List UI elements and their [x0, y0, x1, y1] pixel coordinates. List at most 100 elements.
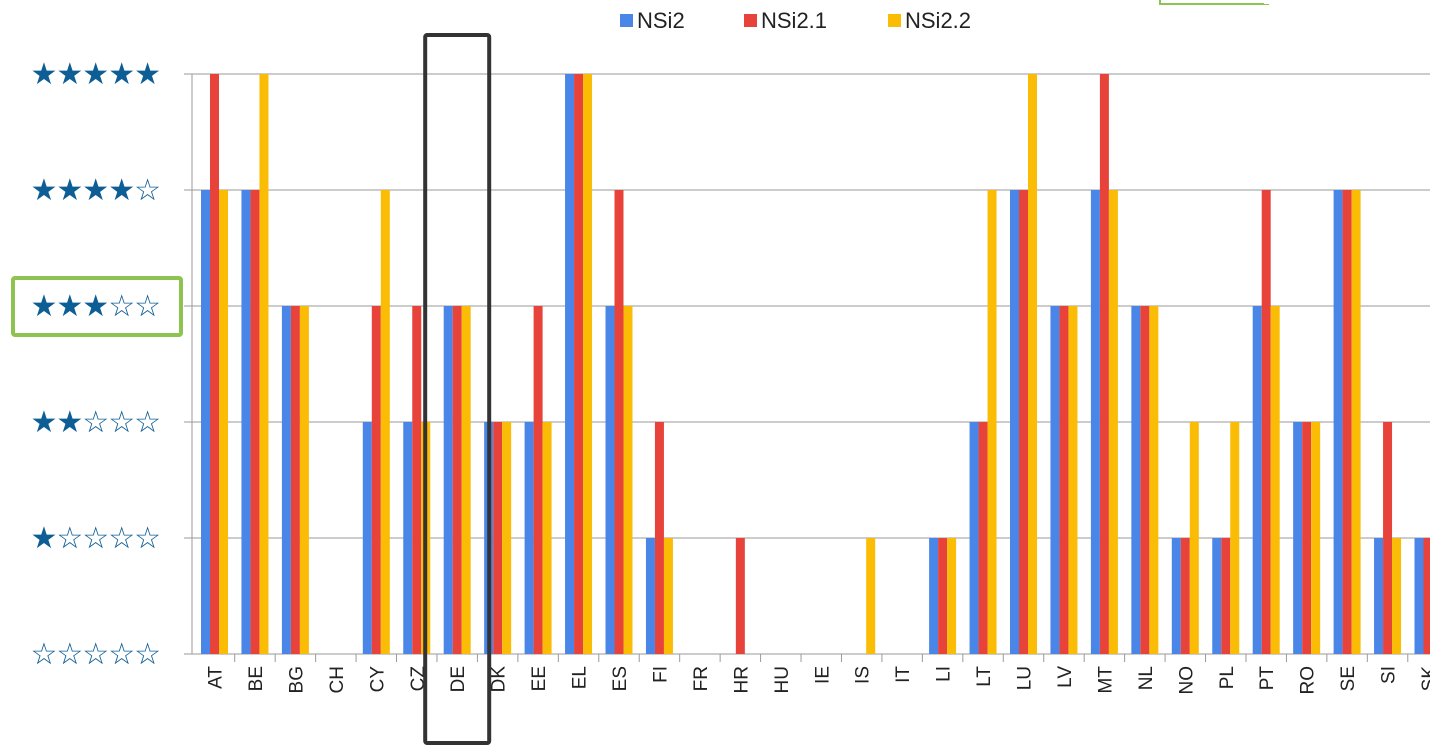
bar-ee-nsi2-1 [533, 306, 543, 654]
bar-de-nsi2-2 [461, 306, 471, 654]
bar-lt-nsi2 [969, 422, 979, 654]
bar-de-nsi2-1 [452, 306, 462, 654]
bar-lv-nsi2-2 [1068, 306, 1078, 654]
y-tick-label-5-stars: ★★★★★ [31, 57, 160, 92]
highlight-box-de [423, 33, 492, 745]
bar-no-nsi2-2 [1189, 422, 1199, 654]
bar-li-nsi2-1 [938, 538, 948, 654]
bar-cz-nsi2-1 [412, 306, 422, 654]
x-tick-label: FR [691, 666, 712, 691]
y-tick-label-1-stars: ★☆☆☆☆ [31, 521, 160, 556]
bar-se-nsi2-1 [1342, 190, 1352, 654]
bar-bg-nsi2-1 [290, 306, 300, 654]
x-tick-label: SI [1379, 666, 1400, 684]
x-tick-label: IE [812, 666, 833, 684]
bar-el-nsi2 [565, 74, 575, 654]
x-tick-label: SK [1419, 666, 1430, 692]
legend-item-nsi2-1: NSi2.1 [744, 8, 827, 33]
bars-layer [201, 74, 1430, 654]
bar-pt-nsi2-2 [1270, 306, 1280, 654]
x-tick-label: EE [529, 666, 550, 691]
legend: NSi2 NSi2.1 NSi2.2 [620, 8, 971, 33]
x-tick-label: AT [206, 666, 227, 689]
x-tick-label: LV [1055, 666, 1076, 688]
x-tick-label: BE [246, 666, 267, 691]
bar-at-nsi2 [201, 190, 210, 654]
bar-nl-nsi2 [1131, 306, 1141, 654]
bar-el-nsi2-2 [583, 74, 593, 654]
bar-pl-nsi2-2 [1230, 422, 1240, 654]
x-tick-label: LT [974, 666, 995, 687]
bar-se-nsi2-2 [1351, 190, 1361, 654]
bar-pt-nsi2-1 [1261, 190, 1271, 654]
legend-item-nsi2-2: NSi2.2 [888, 8, 971, 33]
top-right-fragment [1159, 0, 1430, 5]
x-tick-label: NL [1136, 666, 1157, 690]
bar-is-nsi2-2 [866, 538, 876, 654]
bar-no-nsi2-1 [1180, 538, 1190, 654]
bar-no-nsi2 [1171, 538, 1181, 654]
bar-es-nsi2-1 [614, 190, 624, 654]
bar-es-nsi2 [605, 306, 615, 654]
bar-at-nsi2-1 [210, 74, 219, 654]
x-tick-label: DK [489, 666, 510, 693]
x-tick-label: MT [1095, 666, 1116, 694]
bar-ro-nsi2 [1293, 422, 1303, 654]
bar-bg-nsi2 [281, 306, 291, 654]
bar-lv-nsi2-1 [1059, 306, 1069, 654]
y-tick-label-0-stars: ☆☆☆☆☆ [31, 637, 160, 672]
bar-dk-nsi2-2 [502, 422, 512, 654]
x-tick-label: IS [853, 666, 874, 684]
bar-lu-nsi2-2 [1028, 74, 1037, 654]
x-tick-label: HR [731, 666, 752, 693]
x-tick-label: CH [327, 666, 348, 693]
x-tick-label: ES [610, 666, 631, 691]
x-tick-label: PL [1217, 666, 1238, 689]
y-axis: ☆☆☆☆☆ ★☆☆☆☆ ★★☆☆☆ ★★★☆☆ ★★★★☆ ★★★★★ [31, 57, 161, 672]
bar-cy-nsi2-1 [371, 306, 381, 654]
bar-mt-nsi2 [1090, 190, 1100, 654]
highlight-box-3-stars [11, 276, 183, 337]
x-tick-label: DE [448, 666, 469, 692]
x-tick-label: RO [1298, 666, 1319, 695]
legend-label: NSi2.1 [761, 8, 827, 33]
bar-li-nsi2 [929, 538, 939, 654]
bar-si-nsi2 [1374, 538, 1384, 654]
bar-pt-nsi2 [1252, 306, 1262, 654]
bar-sk-nsi2 [1414, 538, 1424, 654]
bar-fi-nsi2-1 [654, 422, 664, 654]
bar-lt-nsi2-1 [978, 422, 988, 654]
bar-pl-nsi2-1 [1221, 538, 1231, 654]
x-tick-label: IT [893, 666, 914, 683]
x-tick-label: BG [286, 666, 307, 693]
bar-lu-nsi2 [1010, 190, 1019, 654]
x-axis: AT BE BG CH CY CZ DE DK EE EL ES FI FR HR HU IE IS IT LI LT… [206, 666, 1430, 695]
legend-swatch [888, 14, 901, 27]
bar-lv-nsi2 [1050, 306, 1060, 654]
bar-cz-nsi2 [403, 422, 413, 654]
legend-item-nsi2: NSi2 [620, 8, 685, 33]
bar-bg-nsi2-2 [299, 306, 309, 654]
bar-si-nsi2-2 [1392, 538, 1402, 654]
bar-fi-nsi2 [645, 538, 655, 654]
bar-si-nsi2-1 [1383, 422, 1393, 654]
bar-hr-nsi2-1 [735, 538, 745, 654]
x-tick-label: LI [934, 666, 955, 682]
grid-layer [184, 73, 1430, 662]
x-tick-label: FI [650, 666, 671, 683]
bar-cy-nsi2 [362, 422, 372, 654]
x-tick-label: LU [1015, 666, 1036, 690]
x-tick-label: NO [1176, 666, 1197, 695]
bar-li-nsi2-2 [947, 538, 957, 654]
x-tick-label: SE [1338, 666, 1359, 691]
bar-nl-nsi2-2 [1149, 306, 1159, 654]
bar-be-nsi2-1 [250, 190, 260, 654]
legend-swatch [744, 14, 757, 27]
legend-label: NSi2.2 [905, 8, 971, 33]
highlight-layer [11, 33, 492, 745]
bar-mt-nsi2-2 [1108, 190, 1118, 654]
bar-ro-nsi2-2 [1311, 422, 1321, 654]
bar-ee-nsi2-2 [542, 422, 552, 654]
bar-dk-nsi2-1 [493, 422, 503, 654]
